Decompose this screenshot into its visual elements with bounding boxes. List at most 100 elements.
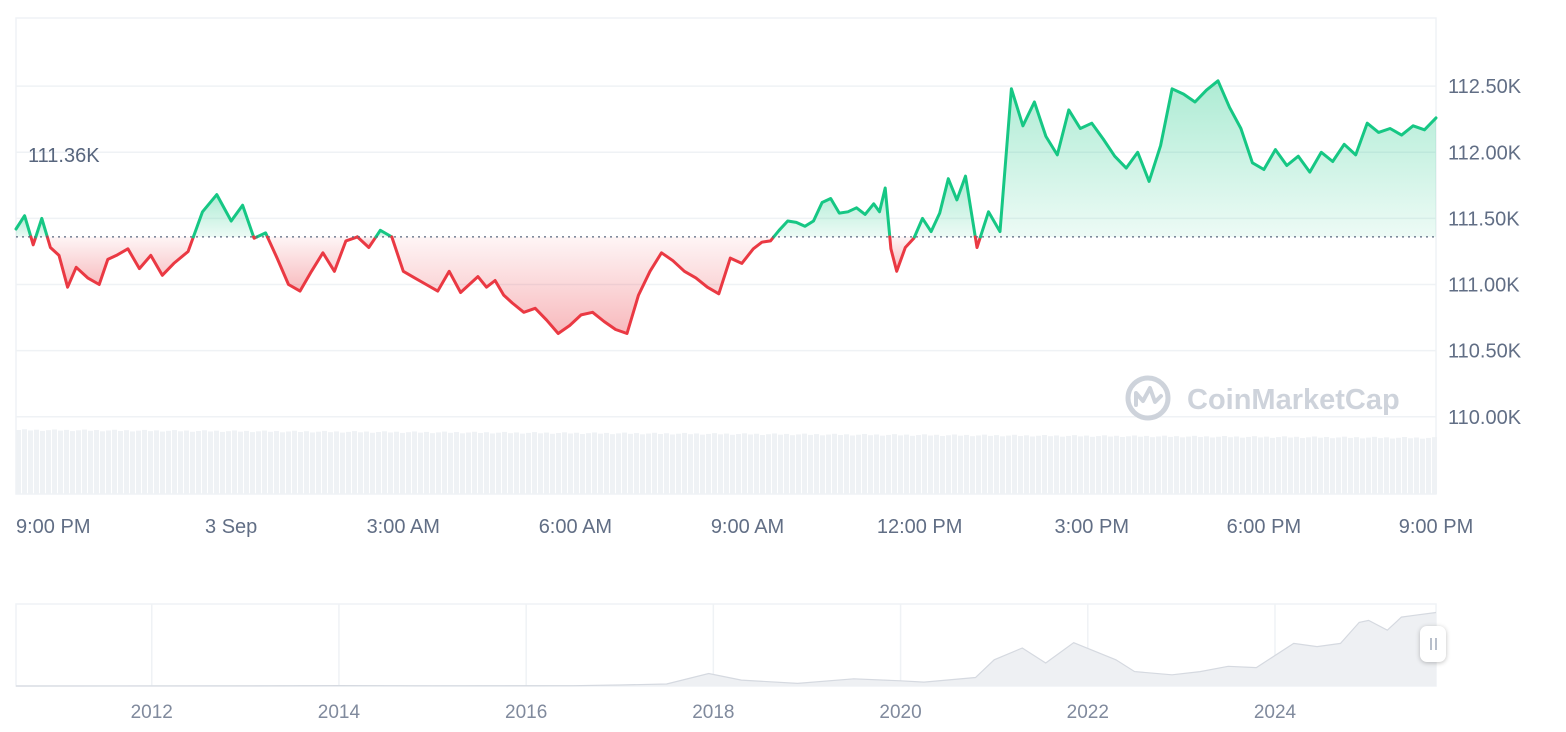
navigator-year-label: 2020 [879, 702, 921, 723]
volume-bar [988, 435, 993, 494]
volume-bar [772, 433, 777, 494]
navigator-year-label: 2014 [318, 702, 361, 723]
volume-bar [118, 430, 123, 494]
volume-bar [1264, 436, 1269, 494]
volume-bar [52, 429, 57, 494]
y-tick-label: 111.00K [1448, 275, 1520, 297]
pause-drag-icon [1428, 638, 1438, 650]
volume-bar [178, 431, 183, 494]
volume-bar [1414, 437, 1419, 494]
navigator-x-axis: 2012 2014 2016 2018 2020 2022 2024 [131, 702, 1297, 723]
y-tick-label: 112.00K [1448, 142, 1522, 164]
coinmarketcap-watermark: CoinMarketCap [1125, 375, 1400, 421]
volume-bar [706, 433, 711, 494]
volume-bar [502, 431, 507, 494]
volume-bar [742, 433, 747, 494]
volume-bar [1396, 437, 1401, 494]
volume-bar [712, 433, 717, 494]
navigator-year-label: 2018 [692, 702, 734, 723]
volume-bar [1300, 438, 1305, 494]
volume-bar [664, 433, 669, 494]
volume-bar [1120, 437, 1125, 494]
volume-bar [1360, 438, 1365, 494]
volume-bar [592, 432, 597, 494]
volume-bar [1114, 435, 1119, 494]
area-below-reference [391, 236, 774, 334]
navigator-year-label: 2022 [1067, 702, 1109, 723]
volume-bar [958, 435, 963, 494]
volume-bar [814, 434, 819, 494]
volume-bar [598, 433, 603, 494]
volume-bar [916, 435, 921, 494]
volume-bar [406, 432, 411, 494]
volume-bar [652, 432, 657, 494]
volume-bar [1108, 436, 1113, 494]
volume-bar [724, 433, 729, 494]
volume-bar [316, 431, 321, 494]
volume-bar [28, 430, 33, 494]
volume-bar [124, 430, 129, 494]
volume-bar [484, 432, 489, 494]
volume-bar [496, 432, 501, 494]
volume-bar [1252, 436, 1257, 494]
volume-bar [1198, 437, 1203, 494]
volume-bar [808, 434, 813, 494]
volume-bar [1330, 438, 1335, 494]
line-segment-below [390, 235, 776, 335]
volume-bar [250, 432, 255, 494]
volume-bar [1018, 436, 1023, 494]
volume-bar [310, 432, 315, 494]
volume-bar [760, 434, 765, 494]
x-tick-label: 9:00 AM [711, 516, 784, 538]
y-tick-label: 111.50K [1448, 208, 1520, 230]
volume-bar [586, 433, 591, 494]
coinmarketcap-logo-icon [1125, 375, 1171, 421]
navigator-handle[interactable] [1420, 626, 1446, 662]
volume-bar [820, 435, 825, 494]
line-segment-below [265, 235, 359, 293]
x-tick-label: 6:00 PM [1227, 516, 1301, 538]
volume-bar [1324, 436, 1329, 494]
volume-bar [508, 433, 513, 494]
volume-bar [1402, 437, 1407, 494]
volume-bar [106, 430, 111, 494]
volume-bar [1054, 435, 1059, 494]
volume-bar [634, 433, 639, 494]
volume-bar [538, 433, 543, 494]
volume-bar [1204, 436, 1209, 494]
volume-bar [418, 432, 423, 494]
y-tick-label: 110.00K [1448, 407, 1522, 429]
volume-bar [1210, 437, 1215, 494]
line-segment-below [29, 235, 38, 247]
volume-bar [1132, 435, 1137, 494]
volume-bar [790, 435, 795, 494]
volume-bar [520, 433, 525, 494]
volume-bar [892, 434, 897, 494]
volume-bar [874, 434, 879, 494]
volume-bar [16, 430, 21, 494]
volume-bar [610, 434, 615, 494]
volume-bar [34, 429, 39, 494]
volume-bar [94, 430, 99, 494]
volume-bar [1408, 438, 1413, 494]
volume-bar [382, 431, 387, 494]
area-above-reference [980, 80, 1436, 237]
main-chart-plot[interactable]: CoinMarketCap 111.36K 110.00K 110.50K 111.… [0, 0, 1566, 560]
volume-bar [1288, 437, 1293, 494]
volume-bar [352, 431, 357, 494]
volume-bar [886, 434, 891, 494]
volume-bar [262, 430, 267, 494]
volume-bar [880, 435, 885, 494]
navigator-year-label: 2024 [1254, 702, 1297, 723]
volume-bar [646, 433, 651, 494]
volume-bar [1066, 435, 1071, 494]
volume-bar [1000, 436, 1005, 494]
volume-bar [1318, 437, 1323, 494]
volume-bar [256, 431, 261, 494]
volume-bar [718, 434, 723, 494]
area-below-reference [47, 236, 194, 288]
volume-bar [826, 434, 831, 494]
navigator-grid [15, 603, 1437, 687]
volume-bar [868, 435, 873, 494]
